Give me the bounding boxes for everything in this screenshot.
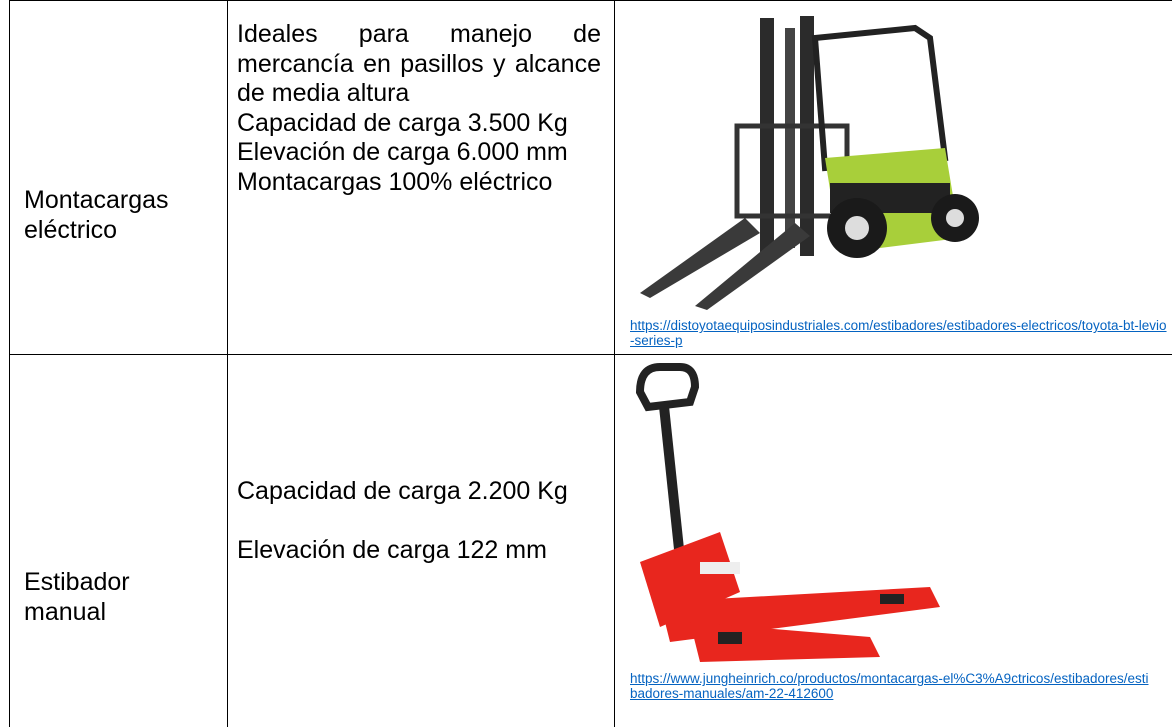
border [9,354,1172,355]
desc-line: Ideales para manejo de mercancía en pasi… [237,20,601,107]
desc-line: Montacargas 100% eléctrico [237,167,553,196]
border [9,0,1172,1]
row-description: Capacidad de carga 2.200 Kg Elevación de… [237,477,601,566]
source-link[interactable]: https://distoyotaequiposindustriales.com… [630,318,1167,348]
desc-line: Capacidad de carga 3.500 Kg [237,108,568,137]
source-link[interactable]: https://www.jungheinrich.co/productos/mo… [630,671,1149,701]
row-name: Montacargas eléctrico [24,186,169,244]
border [227,0,228,727]
pallet-jack-image [635,363,940,662]
desc-line: Capacidad de carga 2.200 Kg [237,477,568,505]
row-name: Estibador manual [24,568,130,626]
forklift-image [640,16,979,310]
border [9,0,10,727]
spacer [237,507,601,537]
row-description: Ideales para manejo de mercancía en pasi… [237,20,601,197]
desc-line: Elevación de carga 6.000 mm [237,138,568,166]
border [614,0,615,727]
desc-line: Elevación de carga 122 mm [237,536,547,564]
